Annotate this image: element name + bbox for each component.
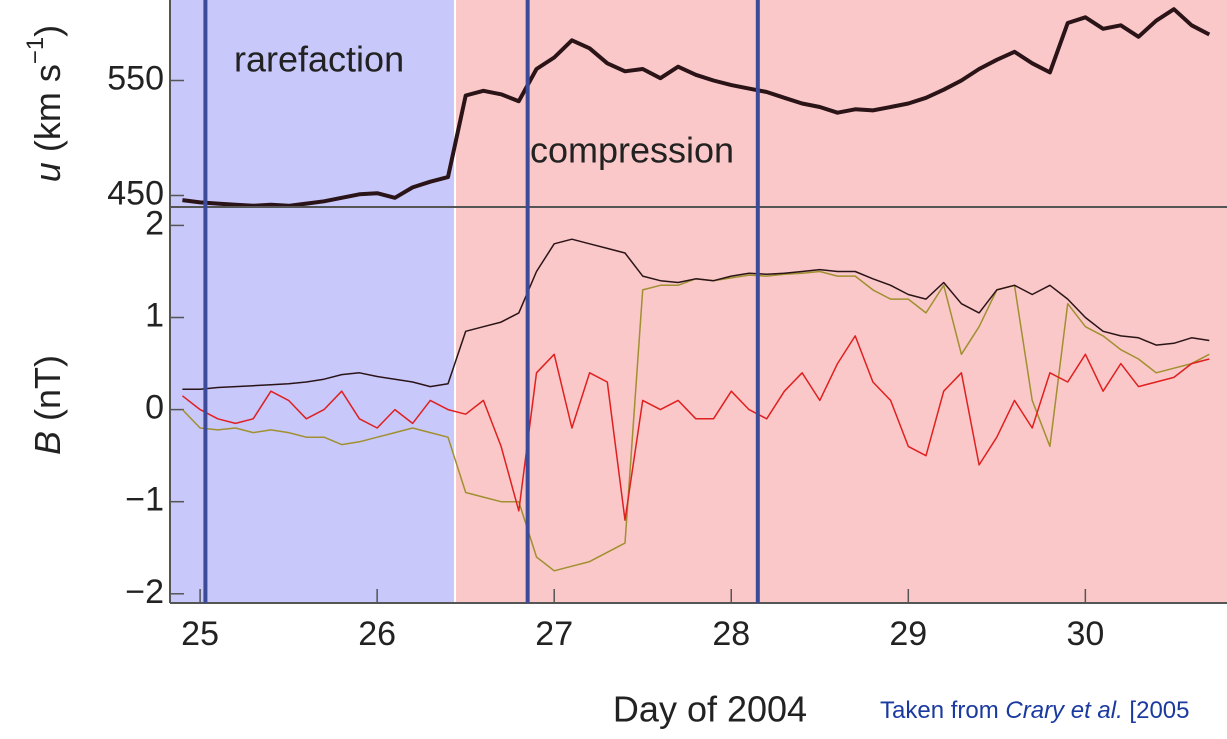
y-axis-label-part: u — [27, 162, 68, 182]
y-tick-label: −1 — [125, 481, 164, 519]
y-tick-label: 0 — [145, 389, 164, 427]
x-tick-label: 25 — [181, 615, 219, 653]
region-label: rarefaction — [234, 39, 404, 80]
credit-part: Taken from — [880, 697, 1005, 724]
credit-part: Crary et al. — [1005, 697, 1122, 724]
y-axis-label-part: (km s — [27, 64, 68, 162]
credit-part: [2005 — [1123, 697, 1190, 724]
x-tick-label: 26 — [358, 615, 396, 653]
y-tick-label: 2 — [145, 204, 164, 242]
series-line — [182, 7, 1211, 208]
series-line — [181, 335, 1210, 521]
x-axis-label: Day of 2004 — [613, 689, 807, 730]
y-tick-label: 1 — [145, 296, 164, 334]
y-axis-label: u (km s−1) — [22, 25, 68, 182]
x-tick-label: 30 — [1066, 615, 1104, 653]
region — [455, 0, 1227, 603]
y-axis-label: B (nT) — [27, 355, 68, 455]
x-tick-label: 29 — [889, 615, 927, 653]
y-tick-label: 550 — [107, 59, 164, 97]
x-tick-label: 28 — [712, 615, 750, 653]
region — [170, 0, 456, 603]
y-axis-label-part: (nT) — [27, 355, 68, 431]
y-axis-label-part: −1 — [22, 37, 49, 64]
x-tick-label: 27 — [535, 615, 573, 653]
y-axis-label-part: B — [27, 431, 68, 455]
region-label: compression — [530, 130, 734, 171]
credit: Taken from Crary et al. [2005 — [880, 697, 1190, 724]
y-tick-label: 450 — [107, 174, 164, 212]
y-tick-label: −2 — [125, 573, 164, 611]
y-axis-label-part: ) — [27, 25, 68, 37]
series-line — [182, 238, 1210, 391]
